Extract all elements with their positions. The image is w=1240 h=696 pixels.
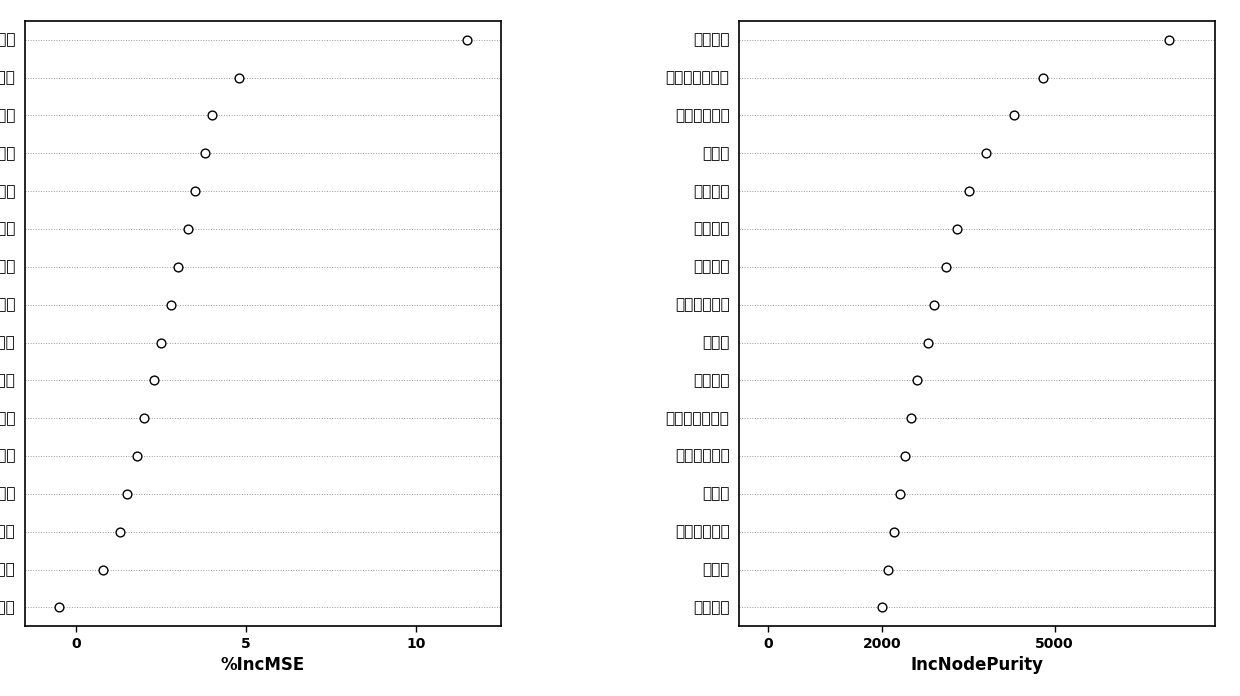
Text: 内摩擦角: 内摩擦角 bbox=[0, 449, 15, 464]
Text: 相对垂直位置: 相对垂直位置 bbox=[0, 335, 15, 350]
Text: 推进速度: 推进速度 bbox=[693, 260, 729, 274]
Text: 建筑物完好程度: 建筑物完好程度 bbox=[666, 70, 729, 85]
Point bbox=[134, 413, 154, 424]
X-axis label: %IncMSE: %IncMSE bbox=[221, 656, 305, 674]
Point bbox=[924, 299, 944, 310]
Text: 粘聚力: 粘聚力 bbox=[702, 562, 729, 577]
Text: 注浆量: 注浆量 bbox=[702, 335, 729, 350]
Point bbox=[48, 602, 68, 613]
Text: 上部土仓压力: 上部土仓压力 bbox=[675, 524, 729, 539]
Point bbox=[906, 375, 926, 386]
Point bbox=[895, 450, 915, 461]
Text: 相对垂直位置: 相对垂直位置 bbox=[675, 449, 729, 464]
Text: 相对水平位置: 相对水平位置 bbox=[0, 524, 15, 539]
Text: 隧道埋深: 隧道埋深 bbox=[693, 32, 729, 47]
Point bbox=[229, 72, 249, 84]
Text: 推进速度: 推进速度 bbox=[0, 297, 15, 313]
Point bbox=[458, 34, 477, 45]
Point bbox=[185, 186, 205, 197]
Point bbox=[167, 261, 187, 272]
Point bbox=[1033, 72, 1053, 84]
Text: 相对纵向位置: 相对纵向位置 bbox=[0, 562, 15, 577]
Point bbox=[890, 489, 910, 500]
Text: 覆跨比: 覆跨比 bbox=[702, 146, 729, 161]
Text: 内摩擦角: 内摩擦角 bbox=[693, 600, 729, 615]
Text: 建筑物完好程度: 建筑物完好程度 bbox=[0, 70, 15, 85]
Point bbox=[976, 148, 996, 159]
Point bbox=[1004, 110, 1024, 121]
Point bbox=[202, 110, 222, 121]
Text: 建筑物自身结构: 建筑物自身结构 bbox=[666, 411, 729, 426]
Point bbox=[1159, 34, 1179, 45]
Point bbox=[117, 489, 136, 500]
Text: 粘聚力: 粘聚力 bbox=[0, 221, 15, 237]
Point bbox=[93, 564, 113, 575]
Text: 推进力: 推进力 bbox=[0, 146, 15, 161]
Text: 隧道埋深: 隧道埋深 bbox=[0, 32, 15, 47]
Point bbox=[110, 526, 130, 537]
Point bbox=[195, 148, 215, 159]
Point bbox=[901, 413, 921, 424]
Point bbox=[919, 337, 939, 348]
Text: 刀盘扭矩: 刀盘扭矩 bbox=[693, 373, 729, 388]
Point bbox=[878, 564, 898, 575]
Text: 建筑物自身结构: 建筑物自身结构 bbox=[0, 373, 15, 388]
Point bbox=[873, 602, 893, 613]
Point bbox=[144, 375, 164, 386]
Text: 注浆量: 注浆量 bbox=[0, 108, 15, 123]
Text: 弹性模量: 弹性模量 bbox=[0, 184, 15, 198]
Text: 相对纵向位置: 相对纵向位置 bbox=[675, 297, 729, 313]
Point bbox=[151, 337, 171, 348]
Text: 刀盘扭矩: 刀盘扭矩 bbox=[0, 487, 15, 501]
Point bbox=[179, 223, 198, 235]
Text: 刀盘转速: 刀盘转速 bbox=[0, 411, 15, 426]
Point bbox=[947, 223, 967, 235]
Text: 相对水平位置: 相对水平位置 bbox=[675, 108, 729, 123]
X-axis label: IncNodePurity: IncNodePurity bbox=[910, 656, 1044, 674]
Point bbox=[161, 299, 181, 310]
Point bbox=[884, 526, 904, 537]
Point bbox=[959, 186, 978, 197]
Text: 覆跨比: 覆跨比 bbox=[0, 260, 15, 274]
Text: 刀盘转速: 刀盘转速 bbox=[693, 184, 729, 198]
Text: 上部土仓压力: 上部土仓压力 bbox=[0, 600, 15, 615]
Text: 推进力: 推进力 bbox=[702, 487, 729, 501]
Text: 弹性模量: 弹性模量 bbox=[693, 221, 729, 237]
Point bbox=[128, 450, 148, 461]
Point bbox=[936, 261, 956, 272]
